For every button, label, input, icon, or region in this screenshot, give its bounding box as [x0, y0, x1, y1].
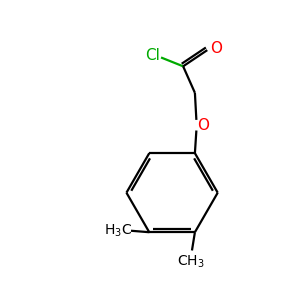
Text: CH$_3$: CH$_3$ [177, 254, 204, 270]
Text: Cl: Cl [145, 48, 160, 63]
Text: O: O [210, 41, 222, 56]
Text: O: O [197, 118, 209, 133]
Text: H$_3$C: H$_3$C [104, 223, 132, 239]
